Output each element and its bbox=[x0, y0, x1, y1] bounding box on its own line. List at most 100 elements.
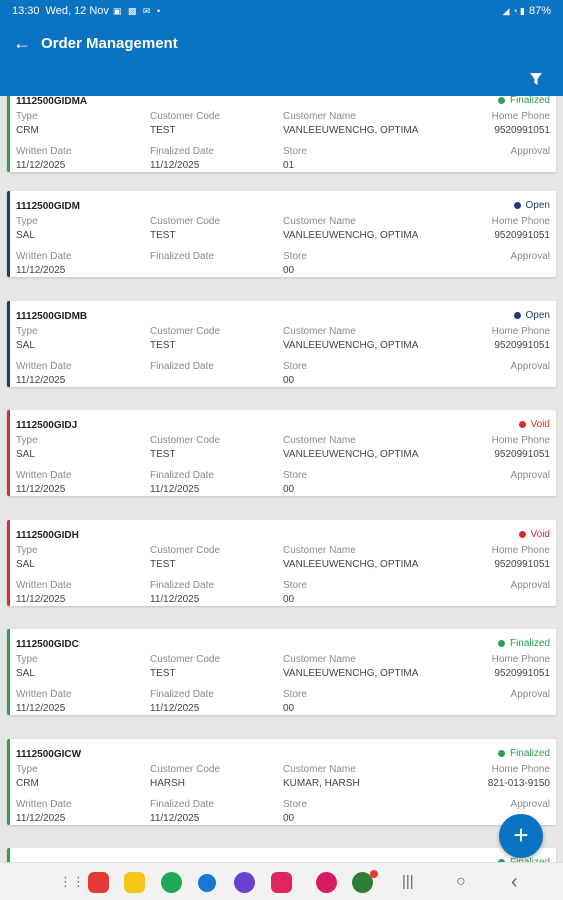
app-red-icon[interactable] bbox=[88, 872, 109, 893]
app-camera-icon[interactable] bbox=[271, 872, 292, 893]
order-card[interactable]: FinalizedTypeCustomer CodeCustomer NameH… bbox=[7, 848, 556, 862]
status-badge: Void bbox=[518, 419, 550, 430]
customer-code-label: Customer Code bbox=[150, 435, 221, 446]
order-card[interactable]: 1112500GIDC Finalized Type SAL Customer Code… bbox=[7, 629, 556, 715]
written-date-label: Written Date bbox=[16, 251, 72, 262]
filter-icon[interactable] bbox=[529, 72, 543, 86]
status-label: Finalized bbox=[509, 96, 550, 106]
type-label: Type bbox=[16, 111, 38, 122]
app-yellow-icon[interactable] bbox=[124, 872, 145, 893]
home-phone-label: Home Phone bbox=[491, 654, 550, 665]
written-date-label: Written Date bbox=[16, 689, 72, 700]
order-card[interactable]: 1112500GIDH Void Type SAL Customer Code TEST C… bbox=[7, 520, 556, 606]
type-label: Type bbox=[16, 216, 38, 227]
customer-code-value: TEST bbox=[150, 230, 176, 241]
home-phone-label: Home Phone bbox=[491, 216, 550, 227]
status-accent-bar bbox=[7, 191, 10, 277]
type-value: SAL bbox=[16, 668, 35, 679]
home-phone-value: 9520991051 bbox=[494, 559, 550, 570]
written-date-value: 11/12/2025 bbox=[16, 484, 66, 495]
store-value: 01 bbox=[283, 160, 295, 171]
written-date-label: Written Date bbox=[16, 580, 72, 591]
status-dot-icon bbox=[497, 97, 505, 104]
customer-name-label: Customer Name bbox=[283, 216, 356, 227]
customer-name-value: VANLEEUWENCHG, OPTIMA bbox=[283, 340, 419, 351]
written-date-label: Written Date bbox=[16, 470, 72, 481]
approval-label: Approval bbox=[510, 470, 550, 481]
store-value: 00 bbox=[283, 265, 295, 276]
approval-label: Approval bbox=[510, 580, 550, 591]
order-number: 1112500GIDMA bbox=[16, 96, 88, 107]
customer-name-value: VANLEEUWENCHG, OPTIMA bbox=[283, 125, 419, 136]
status-badge: Finalized bbox=[497, 857, 550, 862]
store-value: 00 bbox=[283, 813, 295, 824]
status-label: Open bbox=[525, 200, 550, 211]
back-button[interactable]: ‹ bbox=[511, 871, 518, 893]
store-label: Store bbox=[283, 580, 307, 591]
type-value: SAL bbox=[16, 559, 35, 570]
order-card[interactable]: 1112500GIDMB Open Type SAL Customer Code TEST… bbox=[7, 301, 556, 387]
home-phone-value: 9520991051 bbox=[494, 125, 550, 136]
home-phone-label: Home Phone bbox=[491, 545, 550, 556]
status-label: Void bbox=[530, 529, 550, 540]
add-order-button[interactable]: + bbox=[499, 814, 543, 858]
chat-icon[interactable] bbox=[198, 874, 216, 892]
status-badge: Void bbox=[518, 529, 550, 540]
order-card[interactable]: 1112500GIDM Open Type SAL Customer Code TEST C… bbox=[7, 191, 556, 277]
written-date-label: Written Date bbox=[16, 799, 72, 810]
customer-code-value: TEST bbox=[150, 449, 176, 460]
status-badge: Open bbox=[513, 310, 550, 321]
store-label: Store bbox=[283, 361, 307, 372]
status-accent-bar bbox=[7, 520, 10, 606]
store-label: Store bbox=[283, 251, 307, 262]
customer-name-label: Customer Name bbox=[283, 545, 356, 556]
home-phone-value: 9520991051 bbox=[494, 230, 550, 241]
status-label: Finalized bbox=[509, 748, 550, 759]
finalized-date-value: 11/12/2025 bbox=[150, 594, 200, 605]
order-card[interactable]: 1112500GIDMA Finalized Type CRM Customer Cod… bbox=[7, 96, 556, 172]
app-flower-icon[interactable] bbox=[316, 872, 337, 893]
customer-code-label: Customer Code bbox=[150, 111, 221, 122]
home-phone-label: Home Phone bbox=[491, 764, 550, 775]
approval-label: Approval bbox=[510, 251, 550, 262]
order-card[interactable]: 1112500GIDJ Void Type SAL Customer Code TEST C… bbox=[7, 410, 556, 496]
app-globe-icon[interactable] bbox=[352, 872, 373, 893]
customer-code-label: Customer Code bbox=[150, 545, 221, 556]
store-label: Store bbox=[283, 146, 307, 157]
finalized-date-label: Finalized Date bbox=[150, 470, 214, 481]
app-purple-icon[interactable] bbox=[234, 872, 255, 893]
status-dot-icon bbox=[518, 531, 526, 538]
status-time: 13:30 bbox=[12, 5, 40, 17]
store-value: 00 bbox=[283, 594, 295, 605]
customer-code-label: Customer Code bbox=[150, 216, 221, 227]
status-badge: Finalized bbox=[497, 96, 550, 106]
home-button[interactable]: ○ bbox=[456, 873, 466, 890]
store-label: Store bbox=[283, 799, 307, 810]
order-number: 1112500GIDMB bbox=[16, 311, 88, 322]
written-date-value: 11/12/2025 bbox=[16, 594, 66, 605]
order-number: 1112500GIDM bbox=[16, 201, 80, 212]
customer-name-value: VANLEEUWENCHG, OPTIMA bbox=[283, 668, 419, 679]
app-green-icon[interactable] bbox=[161, 872, 182, 893]
finalized-date-label: Finalized Date bbox=[150, 689, 214, 700]
status-badge: Finalized bbox=[497, 638, 550, 649]
customer-name-value: VANLEEUWENCHG, OPTIMA bbox=[283, 559, 419, 570]
status-badge: Finalized bbox=[497, 748, 550, 759]
customer-code-value: TEST bbox=[150, 125, 176, 136]
type-label: Type bbox=[16, 764, 38, 775]
approval-label: Approval bbox=[510, 146, 550, 157]
customer-code-label: Customer Code bbox=[150, 654, 221, 665]
customer-code-value: HARSH bbox=[150, 778, 186, 789]
app-bar: ← Order Management bbox=[0, 22, 563, 96]
recents-button[interactable]: ||| bbox=[402, 873, 414, 890]
back-arrow-icon[interactable]: ← bbox=[13, 33, 31, 53]
finalized-date-value: 11/12/2025 bbox=[150, 703, 200, 714]
written-date-label: Written Date bbox=[16, 361, 72, 372]
status-accent-bar bbox=[7, 96, 10, 172]
home-phone-label: Home Phone bbox=[491, 111, 550, 122]
order-card[interactable]: 1112500GICW Finalized Type CRM Customer Code… bbox=[7, 739, 556, 825]
type-value: SAL bbox=[16, 230, 35, 241]
order-list: 1112500GIDMA Finalized Type CRM Customer Cod… bbox=[0, 96, 563, 862]
status-accent-bar bbox=[7, 629, 10, 715]
home-phone-value: 9520991051 bbox=[494, 340, 550, 351]
